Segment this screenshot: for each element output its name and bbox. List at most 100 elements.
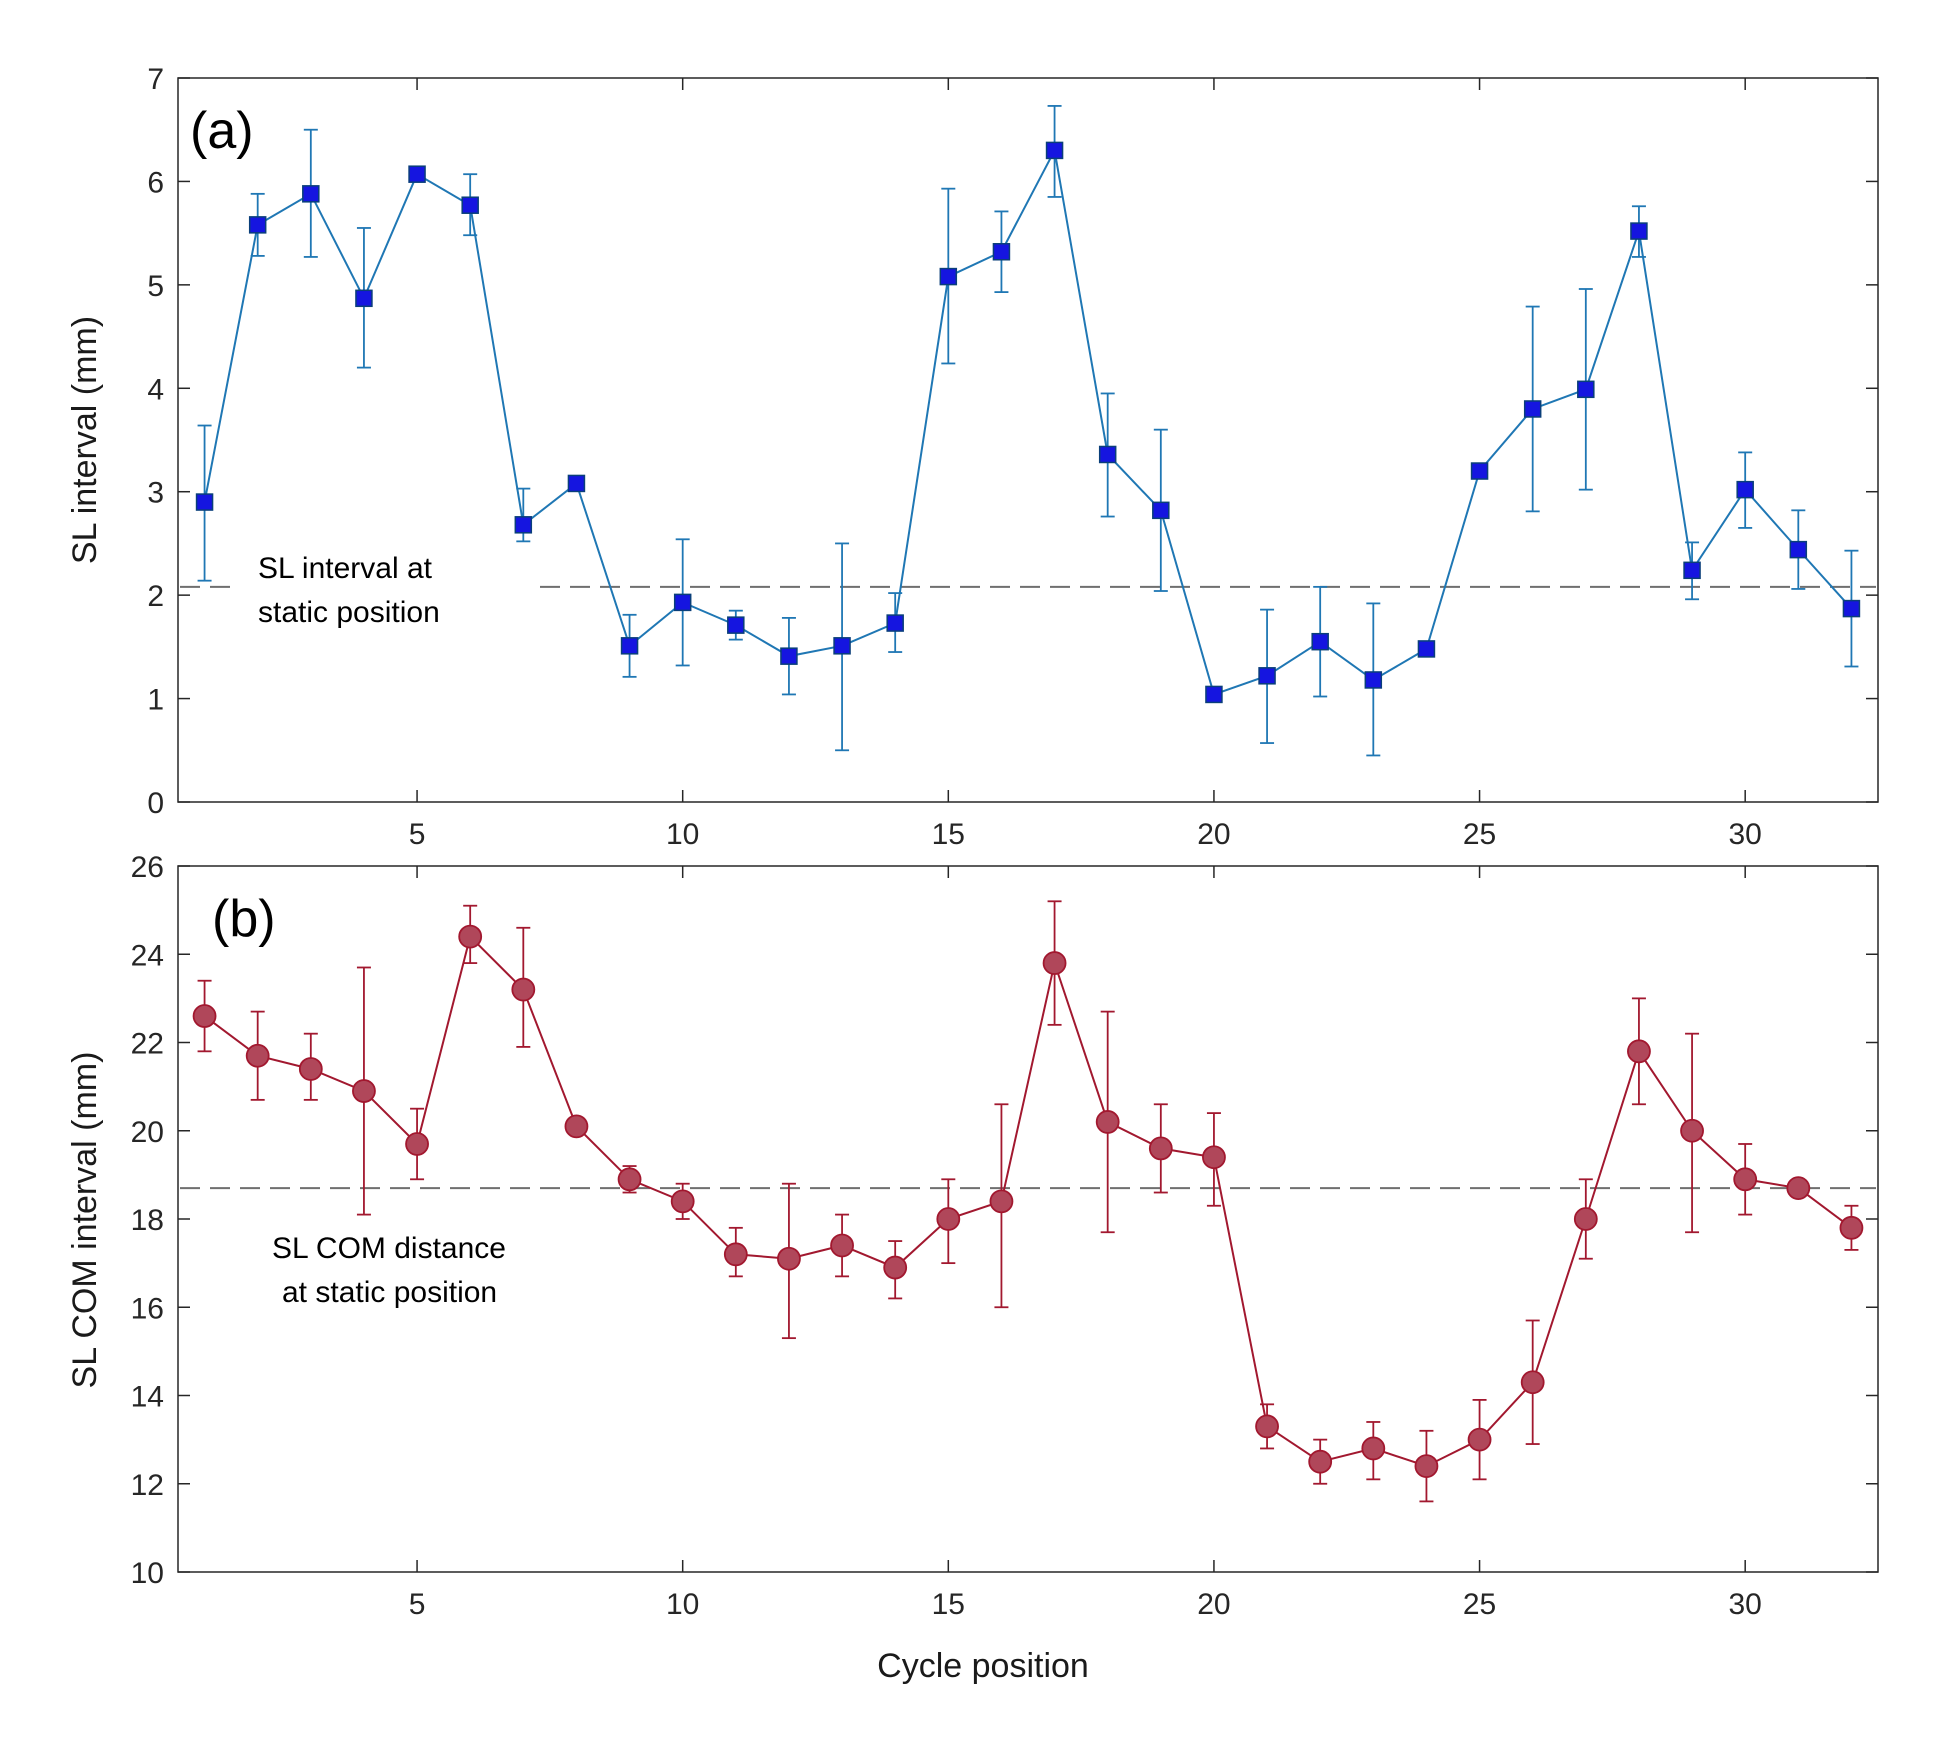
x-tick-label: 10	[666, 818, 699, 851]
data-point	[458, 924, 483, 949]
data-point	[1520, 1370, 1545, 1395]
y-tick-label: 6	[147, 166, 164, 199]
data-point	[1205, 685, 1223, 704]
series-line-a	[203, 147, 1853, 696]
data-point	[1523, 400, 1542, 418]
x-tick-label: 30	[1729, 818, 1762, 851]
data-point	[883, 1255, 908, 1280]
data-point	[886, 614, 904, 632]
data-point	[1839, 1215, 1864, 1240]
data-point	[1786, 1176, 1811, 1201]
x-tick-label: 5	[409, 1588, 426, 1621]
plot-area-a	[177, 77, 1879, 803]
data-point	[936, 1207, 961, 1231]
data-point	[567, 474, 586, 493]
data-point	[617, 1167, 642, 1192]
y-tick-label: 1	[147, 684, 164, 717]
data-point	[1148, 1136, 1173, 1161]
annotation-line-1-b: SL COM distance	[272, 1232, 506, 1265]
markers-a	[195, 141, 1861, 704]
data-point	[1789, 540, 1808, 559]
panel-b: 5 10 15 20 25 30 10 12 14 16 18 20 22 24 26 SL COM dis…	[66, 851, 1879, 1685]
x-tick-label: 30	[1729, 1588, 1762, 1621]
data-point	[1470, 462, 1489, 480]
data-point	[1630, 222, 1648, 240]
x-tick-label: 15	[932, 1588, 965, 1621]
data-point	[1152, 501, 1170, 520]
annotation-line-2-a: static position	[258, 596, 440, 629]
y-axis-title-b: SL COM interval (mm)	[66, 1052, 104, 1389]
data-point	[1095, 1110, 1120, 1134]
x-tick-label: 20	[1197, 1588, 1230, 1621]
data-point	[1627, 1039, 1651, 1064]
y-tick-label: 12	[131, 1469, 164, 1502]
data-point	[1414, 1454, 1439, 1478]
data-point	[1842, 599, 1861, 618]
data-point	[780, 647, 798, 665]
panel-a: 5 10 15 20 25 30 0 1 2 3 4 5 6 7 SL interval at stati…	[66, 63, 1879, 851]
data-point	[727, 616, 745, 634]
data-point	[192, 1004, 217, 1028]
y-tick-label: 24	[131, 939, 164, 972]
x-tick-label: 15	[932, 818, 965, 851]
y-tick-label: 3	[147, 477, 164, 510]
data-point	[620, 637, 639, 655]
data-point	[248, 216, 267, 234]
data-point	[1573, 1207, 1598, 1231]
y-tick-label: 20	[131, 1116, 164, 1149]
data-point	[195, 493, 214, 511]
x-tick-label: 5	[409, 818, 426, 851]
series-line-b	[203, 934, 1853, 1468]
y-tick-label: 2	[147, 580, 164, 613]
data-point	[670, 1189, 695, 1214]
data-point	[777, 1246, 801, 1271]
data-point	[939, 267, 958, 286]
y-tick-label: 14	[131, 1381, 164, 1414]
data-point	[245, 1043, 270, 1068]
data-point	[1258, 667, 1276, 685]
panel-label-a: (a)	[190, 102, 254, 160]
data-point	[989, 1189, 1014, 1214]
data-point	[302, 185, 320, 203]
ticks-a: 5 10 15 20 25 30 0 1 2 3 4 5 6 7	[147, 63, 1878, 851]
y-tick-label: 16	[131, 1292, 164, 1325]
data-point	[723, 1242, 748, 1267]
data-point	[1311, 632, 1329, 651]
data-point	[1042, 951, 1067, 975]
data-point	[408, 165, 426, 183]
y-tick-label: 26	[131, 851, 164, 884]
annotation-bg-a	[240, 540, 530, 634]
data-point	[511, 977, 536, 1002]
data-point	[992, 243, 1011, 261]
y-tick-label: 22	[131, 1028, 164, 1061]
data-point	[1045, 141, 1064, 160]
y-axis-title-a: SL interval (mm)	[66, 316, 104, 564]
data-point	[1680, 1118, 1704, 1143]
data-point	[355, 289, 373, 308]
data-point	[1098, 445, 1117, 464]
data-point	[1308, 1449, 1333, 1474]
data-point	[673, 593, 692, 612]
x-tick-label: 25	[1463, 1588, 1496, 1621]
data-point	[1683, 561, 1701, 580]
data-point	[352, 1079, 376, 1103]
x-tick-label: 20	[1197, 818, 1230, 851]
y-tick-label: 18	[131, 1204, 164, 1237]
annotation-line-1-a: SL interval at	[258, 552, 433, 585]
annotation-bg-b	[250, 1212, 580, 1308]
data-point	[1733, 1167, 1758, 1192]
data-point	[405, 1132, 429, 1156]
y-tick-label: 5	[147, 270, 164, 303]
x-tick-label: 25	[1463, 818, 1496, 851]
data-point	[514, 516, 533, 534]
data-point	[1361, 1436, 1386, 1461]
data-point	[1202, 1145, 1226, 1170]
y-tick-label: 10	[131, 1557, 164, 1590]
data-point	[1467, 1427, 1492, 1452]
x-tick-label: 10	[666, 1588, 699, 1621]
panel-label-b: (b)	[212, 890, 276, 948]
data-point	[1736, 480, 1754, 499]
data-point	[461, 196, 479, 214]
ticks-b: 5 10 15 20 25 30 10 12 14 16 18 20 22 24 26	[131, 851, 1878, 1621]
